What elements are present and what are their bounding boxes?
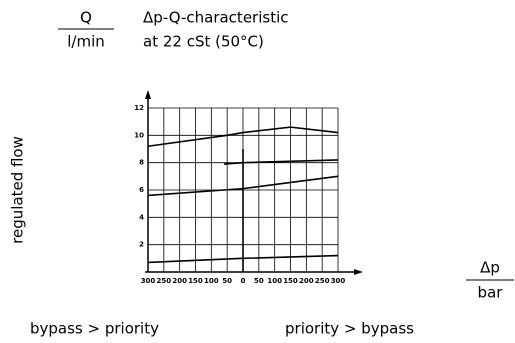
x-tick-label: 300 [331, 277, 346, 285]
y-tick-label: 4 [139, 213, 144, 221]
y-unit-symbol: Q [80, 9, 92, 27]
x-tick-label: 150 [188, 277, 203, 285]
x-tick-label: 50 [222, 277, 232, 285]
x-tick-label: 250 [315, 277, 330, 285]
x-left-label: bypass > priority [30, 320, 159, 338]
x-tick-label: 100 [204, 277, 219, 285]
chart-title: Δp-Q-characteristic [143, 9, 289, 27]
x-tick-label: 100 [267, 277, 282, 285]
x-right-label: priority > bypass [285, 320, 414, 338]
x-tick-label: 0 [241, 277, 246, 285]
x-unit: bar [478, 284, 504, 302]
x-tick-label: 200 [299, 277, 314, 285]
x-arrow [354, 269, 363, 275]
y-tick-label: 8 [139, 159, 144, 167]
chart-subtitle: at 22 cSt (50°C) [143, 33, 264, 51]
x-unit-symbol: Δp [480, 259, 500, 277]
y-tick-label: 12 [134, 104, 144, 112]
y-tick-label: 10 [134, 131, 144, 139]
x-tick-label: 300 [141, 277, 156, 285]
y-label: regulated flow [9, 136, 27, 244]
x-tick-label: 250 [157, 277, 172, 285]
y-unit: l/min [67, 33, 105, 51]
y-tick-label: 6 [139, 186, 144, 194]
series-line [223, 159, 339, 165]
x-tick-label: 150 [283, 277, 298, 285]
x-tick-label: 200 [172, 277, 187, 285]
x-tick-label: 50 [254, 277, 264, 285]
series-line [147, 126, 339, 148]
y-tick-label: 2 [139, 241, 144, 249]
y-arrow [145, 90, 151, 99]
